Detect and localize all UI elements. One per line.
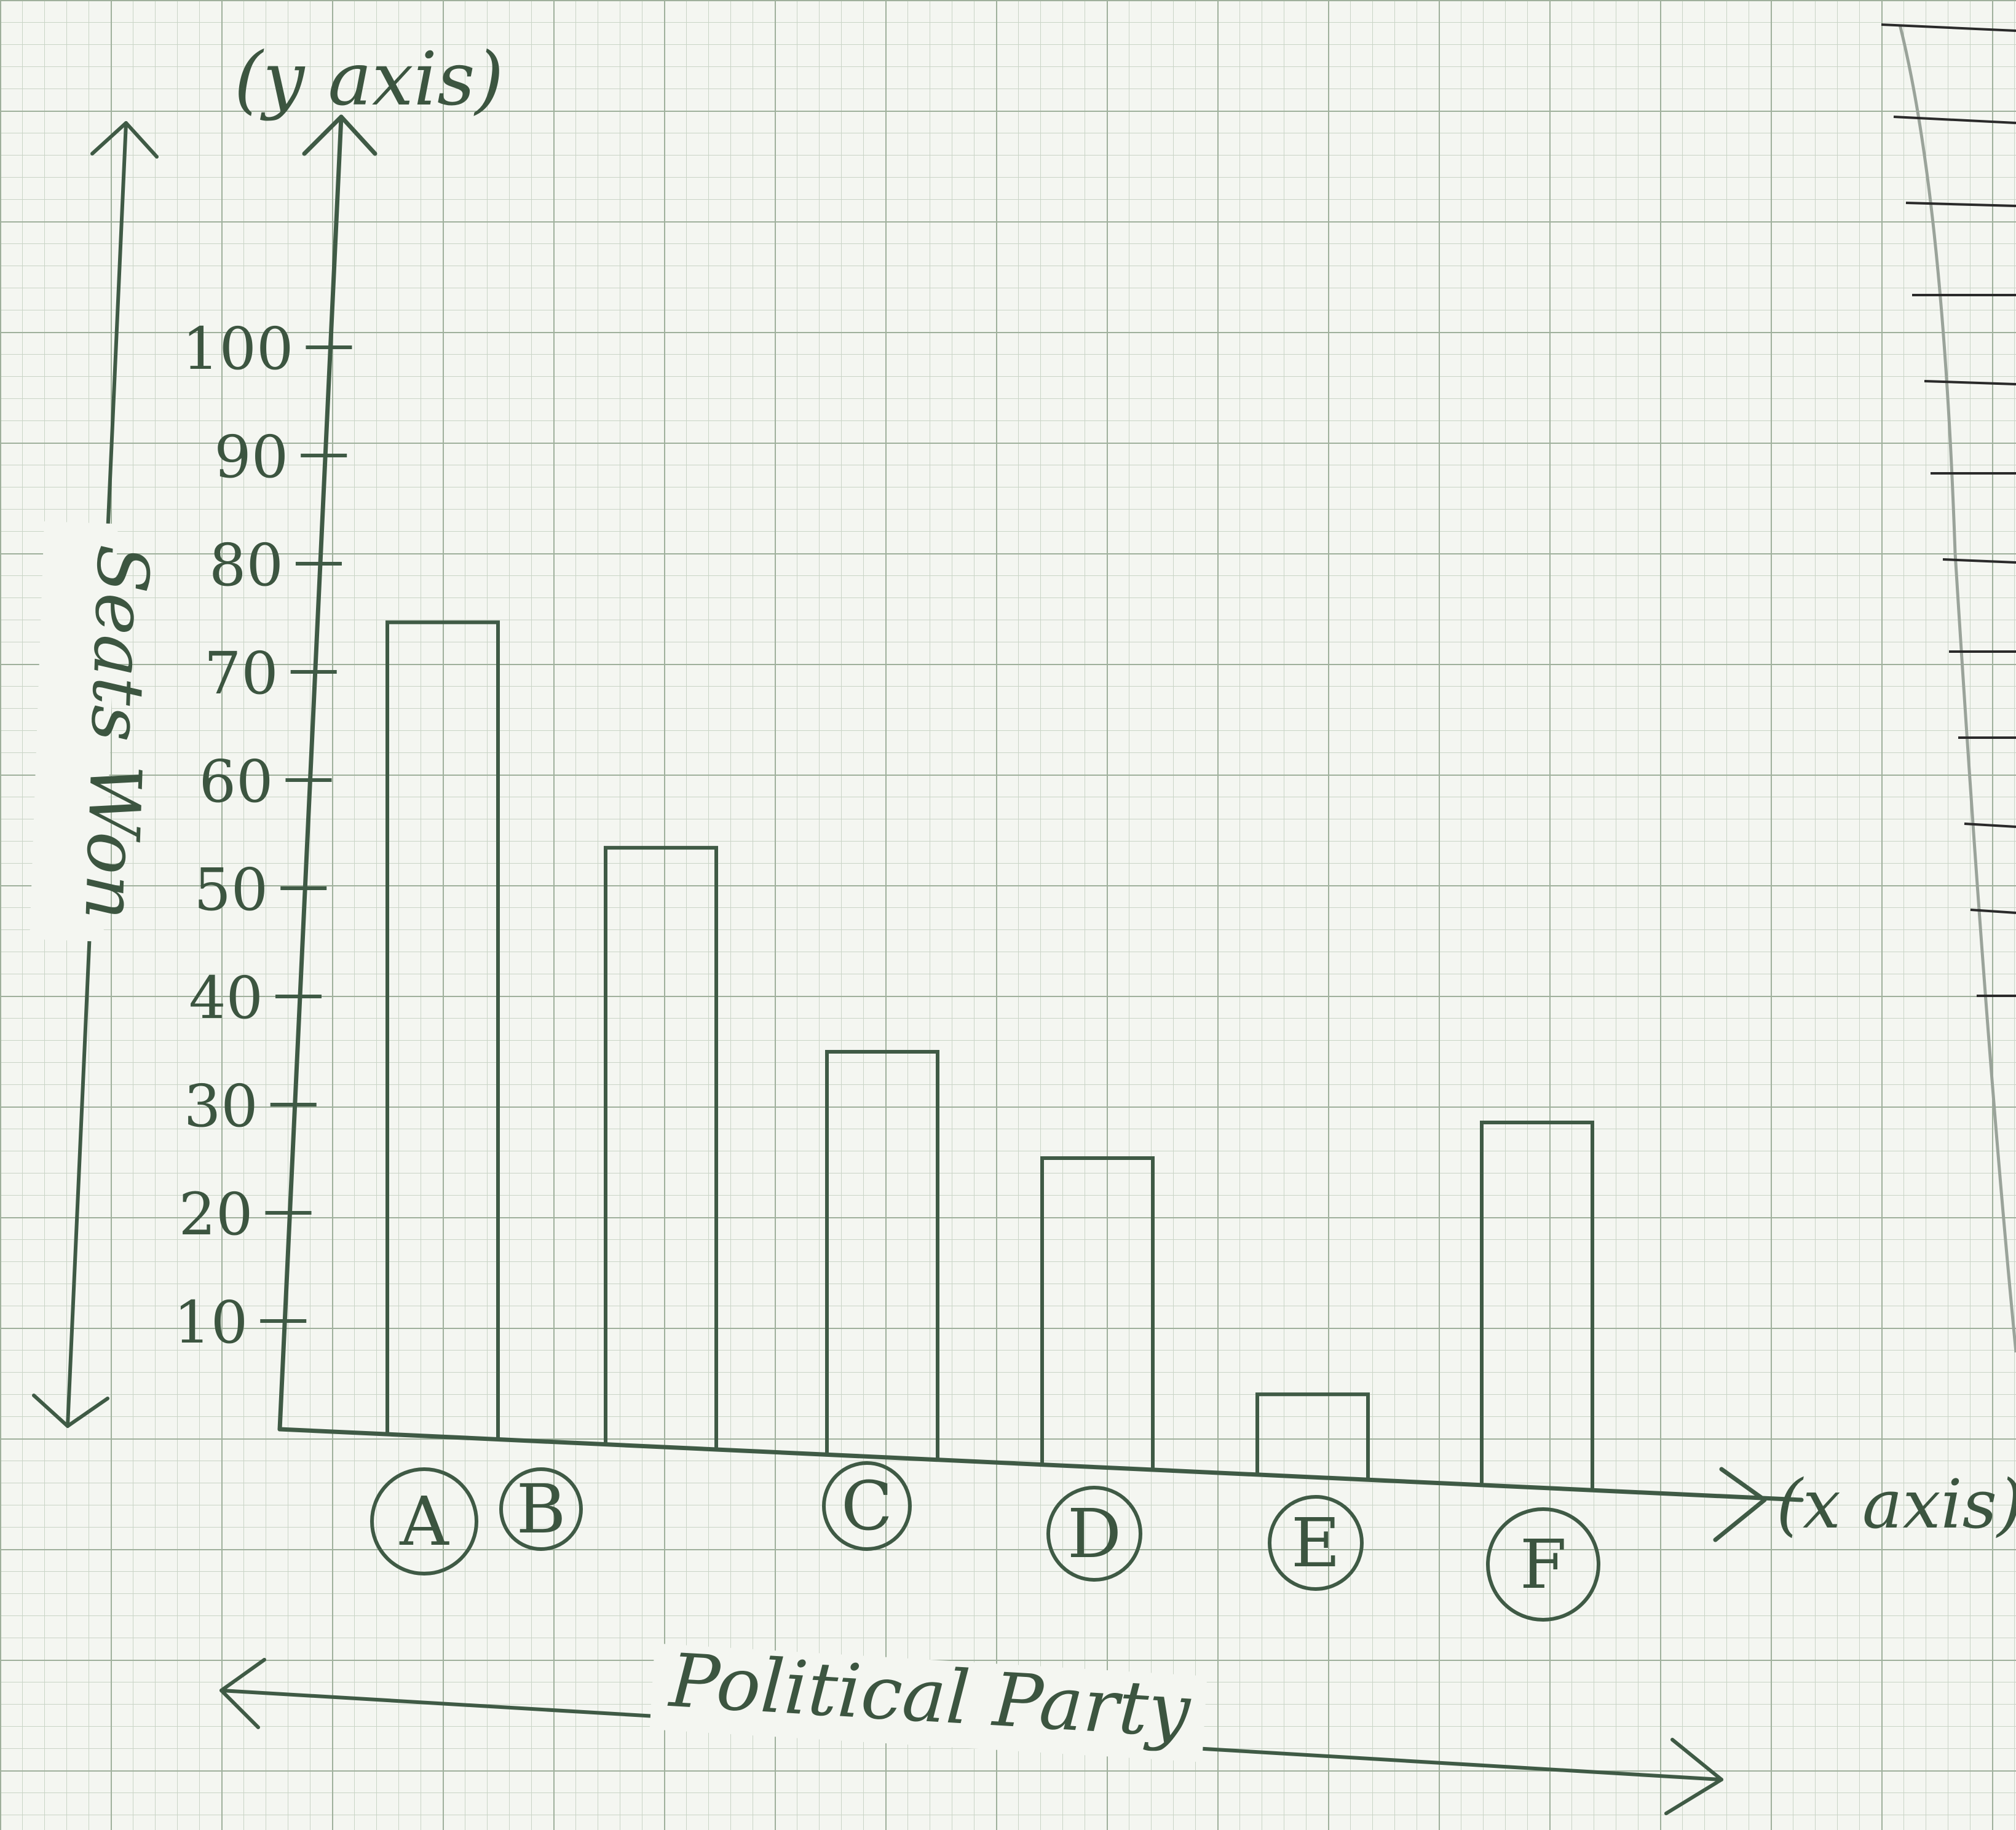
bar-f — [1480, 1120, 1594, 1491]
y-tick-label: 30 — [184, 1073, 258, 1140]
category-label-e: E — [1291, 1504, 1340, 1582]
y-axis-label-group: Seats Won — [30, 121, 164, 1428]
y-tick-label: 70 — [204, 640, 279, 708]
y-tick-label: 50 — [194, 856, 268, 924]
y-axis-label: Seats Won — [68, 543, 164, 921]
category-label-d: D — [1067, 1494, 1121, 1573]
notebook-edge — [1881, 23, 2016, 1353]
category-circle-c — [822, 1461, 912, 1551]
bar-c — [825, 1050, 939, 1460]
category-circle-f — [1486, 1507, 1600, 1622]
y-tick-label: 10 — [173, 1289, 248, 1357]
bar-e — [1255, 1392, 1370, 1480]
category-circle-b — [499, 1467, 583, 1551]
bar-b — [604, 846, 718, 1449]
y-tick-label: 80 — [209, 532, 283, 599]
x-axis-tag: (x axis) — [1776, 1465, 2016, 1544]
y-tick-label: 60 — [199, 748, 274, 816]
y-tick-label: 40 — [189, 964, 263, 1032]
y-ticks: 10 20 30 40 50 60 70 80 90 100 — [173, 315, 352, 1357]
bar-a — [385, 620, 500, 1440]
category-label-f: F — [1520, 1525, 1567, 1604]
y-axis — [277, 114, 378, 1432]
category-label-b: B — [516, 1470, 566, 1548]
bar-d — [1040, 1156, 1155, 1470]
category-label-a: A — [399, 1482, 449, 1561]
bars — [385, 620, 1594, 1491]
category-label-c: C — [841, 1467, 893, 1545]
y-tick-label: 20 — [179, 1181, 253, 1248]
y-tick-label: 90 — [214, 424, 288, 491]
category-circle-e — [1268, 1495, 1364, 1591]
category-circle-d — [1046, 1486, 1142, 1582]
y-axis-tag: (y axis) — [234, 37, 504, 122]
category-circle-a — [370, 1467, 478, 1576]
x-axis-label-group: Political Party — [219, 1638, 1723, 1815]
y-tick-label: 100 — [182, 315, 293, 383]
